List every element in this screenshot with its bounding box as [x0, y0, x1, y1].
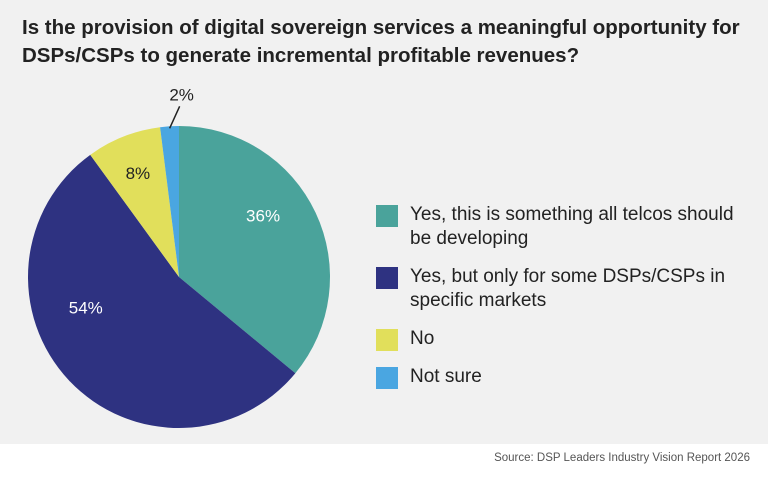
slice-label-3: 8%	[126, 164, 151, 183]
legend-swatch-4	[376, 367, 398, 389]
legend-swatch-2	[376, 267, 398, 289]
slice-label-4: 2%	[169, 85, 194, 104]
legend-item-3: No	[376, 327, 756, 351]
chart-legend: Yes, this is something all telcos should…	[376, 203, 756, 403]
legend-item-4: Not sure	[376, 365, 756, 389]
source-note: Source: DSP Leaders Industry Vision Repo…	[494, 452, 750, 464]
slice-leader-line-4	[168, 105, 181, 129]
legend-label-4: Not sure	[410, 366, 482, 387]
pie-chart: 36% 54% 8% 2%	[27, 85, 330, 429]
slice-label-1: 36%	[246, 206, 280, 225]
legend-label-1: Yes, this is something all telcos should…	[410, 204, 734, 249]
legend-item-1: Yes, this is something all telcos should…	[376, 203, 756, 251]
legend-swatch-3	[376, 329, 398, 351]
pie-slice-1	[179, 126, 330, 374]
legend-label-3: No	[410, 328, 435, 349]
pie-slice-4	[160, 126, 179, 277]
pie-slice-2	[27, 154, 296, 429]
pie-slice-3	[90, 127, 179, 278]
legend-swatch-1	[376, 205, 398, 227]
slice-label-2: 54%	[69, 299, 103, 318]
legend-item-2: Yes, but only for some DSPs/CSPs in spec…	[376, 265, 756, 313]
legend-label-2: Yes, but only for some DSPs/CSPs in spec…	[410, 266, 726, 311]
chart-title: Is the provision of digital sovereign se…	[22, 16, 740, 67]
